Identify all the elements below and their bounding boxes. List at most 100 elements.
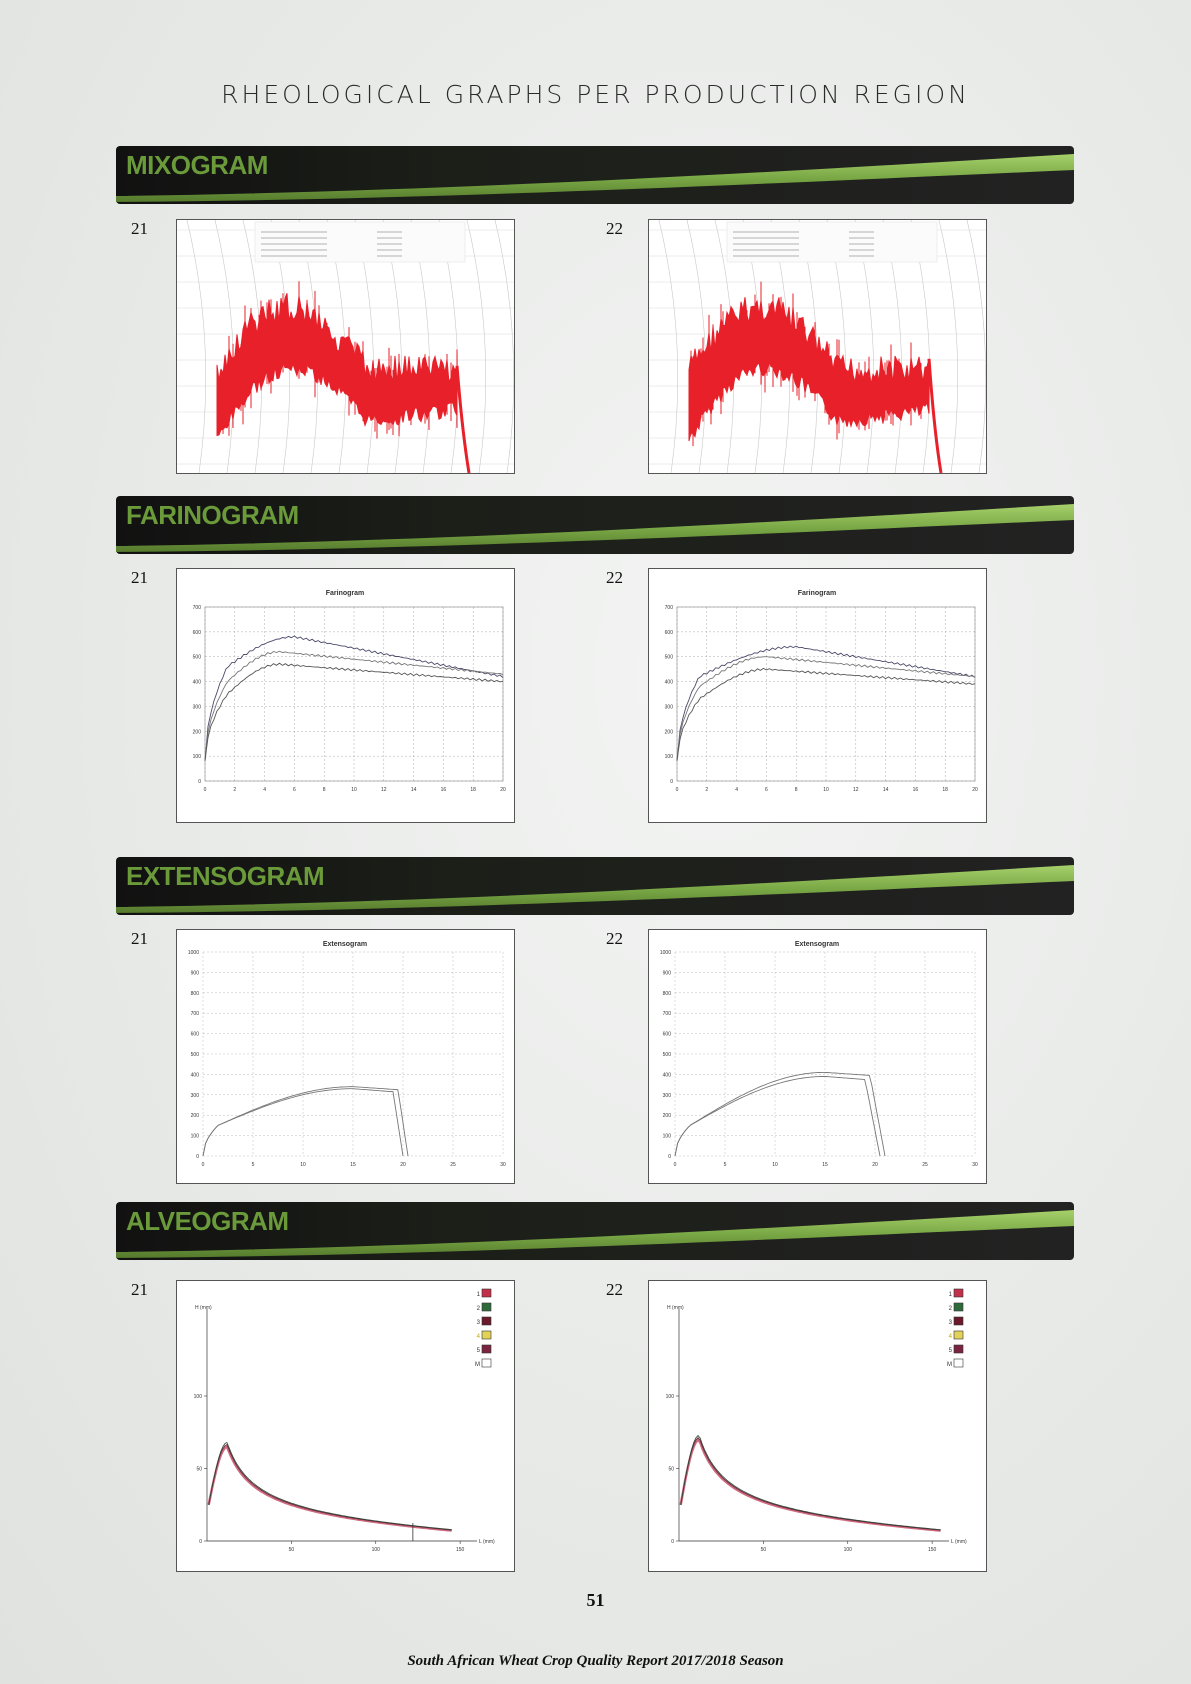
- x-tick-label: 100: [844, 1547, 853, 1553]
- x-tick-label: 6: [293, 787, 296, 793]
- farinogram-chart-21: Farinogram 0 100 200 300 400 500 600 700 0 2 4 6 8 10…: [176, 568, 515, 823]
- x-tick-label: 20: [400, 1162, 406, 1168]
- legend-label: 1: [477, 1292, 481, 1298]
- mixogram-plot: [649, 220, 986, 473]
- y-tick-label: 400: [665, 680, 674, 686]
- x-tick-label: 6: [765, 787, 768, 793]
- plot-frame: [676, 606, 976, 782]
- plot-frame: [204, 606, 504, 782]
- x-tick-label: 10: [823, 787, 829, 793]
- section-band-extensogram: EXTENSOGRAM: [116, 857, 1074, 915]
- y-tick-label: 0: [671, 1539, 674, 1545]
- chart-label: 21: [131, 1280, 148, 1299]
- grid-line: [494, 220, 514, 473]
- x-tick-label: 20: [972, 787, 978, 793]
- alveogram-curve: [679, 1438, 941, 1532]
- section-title: EXTENSOGRAM: [126, 861, 325, 891]
- alveogram-chart-22: H (mm) L (mm) 0 50 100 50 100 150 1 2 3 4 5 M: [648, 1280, 987, 1572]
- x-tick-label: 0: [204, 787, 207, 793]
- legend-swatch: [953, 1288, 964, 1298]
- y-axis-label: H (mm): [195, 1305, 212, 1311]
- legend-label: 1: [949, 1292, 953, 1298]
- y-tick-label: 800: [191, 991, 200, 997]
- farinogram-plot: Farinogram 0 100 200 300 400 500 600 700 0 2 4 6 8 10…: [193, 590, 506, 793]
- farinogram-plot: Farinogram 0 100 200 300 400 500 600 700 0 2 4 6 8 10…: [665, 590, 978, 793]
- y-tick-label: 1000: [660, 950, 671, 956]
- legend-swatch: [481, 1288, 492, 1298]
- y-tick-label: 600: [191, 1032, 200, 1038]
- x-tick-label: 4: [735, 787, 738, 793]
- legend-swatch: [481, 1302, 492, 1312]
- mixogram-chart-21: [176, 219, 515, 474]
- y-tick-label: 300: [663, 1093, 672, 1099]
- x-tick-label: 4: [263, 787, 266, 793]
- y-tick-label: 700: [191, 1011, 200, 1017]
- chart-label: 22: [606, 568, 623, 587]
- x-tick-label: 16: [913, 787, 919, 793]
- x-tick-label: 20: [872, 1162, 878, 1168]
- mixogram-trace: [216, 293, 458, 437]
- x-tick-label: 30: [500, 1162, 506, 1168]
- extensogram-curve: [202, 1086, 409, 1157]
- farinogram-chart-22: Farinogram 0 100 200 300 400 500 600 700 0 2 4 6 8 10…: [648, 568, 987, 823]
- x-tick-label: 2: [705, 787, 708, 793]
- chart-label: 21: [131, 929, 148, 948]
- extensogram-curve: [674, 1075, 881, 1157]
- x-tick-label: 50: [761, 1547, 767, 1553]
- x-tick-label: 50: [289, 1547, 295, 1553]
- y-tick-label: 100: [194, 1394, 203, 1400]
- info-label: [726, 221, 938, 263]
- legend-swatch: [953, 1316, 964, 1326]
- x-tick-label: 150: [928, 1547, 937, 1553]
- x-tick-label: 0: [674, 1162, 677, 1168]
- legend-swatch: [481, 1358, 492, 1368]
- info-label: [254, 221, 466, 263]
- grass-blade-graphic: [116, 1202, 1074, 1260]
- x-tick-label: 8: [323, 787, 326, 793]
- legend-swatch: [953, 1358, 964, 1368]
- y-tick-label: 0: [196, 1154, 199, 1160]
- section-title: MIXOGRAM: [126, 150, 268, 180]
- x-tick-label: 25: [922, 1162, 928, 1168]
- legend-swatch: [953, 1302, 964, 1312]
- x-axis-label: L (mm): [951, 1539, 967, 1545]
- grid-line: [466, 220, 487, 473]
- x-tick-label: 25: [450, 1162, 456, 1168]
- extensogram-chart-21: Extensogram 0 100 200 300 400 500 600 700 800 900…: [176, 929, 515, 1184]
- y-tick-label: 50: [668, 1467, 674, 1473]
- chart-label: 21: [131, 219, 148, 238]
- y-tick-label: 900: [663, 970, 672, 976]
- page-title: RHEOLOGICAL GRAPHS PER PRODUCTION REGION: [221, 80, 970, 109]
- y-tick-label: 600: [193, 630, 202, 636]
- grass-blade-graphic: [116, 146, 1074, 204]
- chart-title: Farinogram: [326, 590, 365, 597]
- legend-swatch: [481, 1330, 492, 1340]
- grass-blade-graphic: [116, 857, 1074, 915]
- section-title: ALVEOGRAM: [126, 1206, 289, 1236]
- alveogram-curve: [680, 1434, 941, 1531]
- farinogram-curve: [204, 650, 504, 761]
- legend-label: 5: [477, 1348, 481, 1354]
- x-tick-label: 14: [883, 787, 889, 793]
- y-tick-label: 400: [191, 1072, 200, 1078]
- x-tick-label: 5: [252, 1162, 255, 1168]
- y-tick-label: 50: [196, 1467, 202, 1473]
- y-tick-label: 0: [670, 779, 673, 785]
- y-tick-label: 200: [191, 1113, 200, 1119]
- grid-line: [966, 220, 986, 473]
- mixogram-tail: [455, 365, 471, 473]
- section-band-mixogram: MIXOGRAM: [116, 146, 1074, 204]
- y-tick-label: 0: [199, 1539, 202, 1545]
- chart-label: 22: [606, 1280, 623, 1299]
- grid-line: [186, 220, 207, 473]
- alveogram-curve: [208, 1443, 452, 1531]
- x-tick-label: 14: [411, 787, 417, 793]
- y-tick-label: 100: [665, 754, 674, 760]
- x-tick-label: 18: [470, 787, 476, 793]
- grid-line: [938, 220, 959, 473]
- footer-text: South African Wheat Crop Quality Report …: [407, 1653, 784, 1669]
- alveogram-plot: H (mm) L (mm) 0 50 100 50 100 150 1 2 3 4 5 M: [666, 1288, 967, 1553]
- y-tick-label: 900: [191, 970, 200, 976]
- y-axis-label: H (mm): [667, 1305, 684, 1311]
- chart-title: Farinogram: [798, 590, 837, 597]
